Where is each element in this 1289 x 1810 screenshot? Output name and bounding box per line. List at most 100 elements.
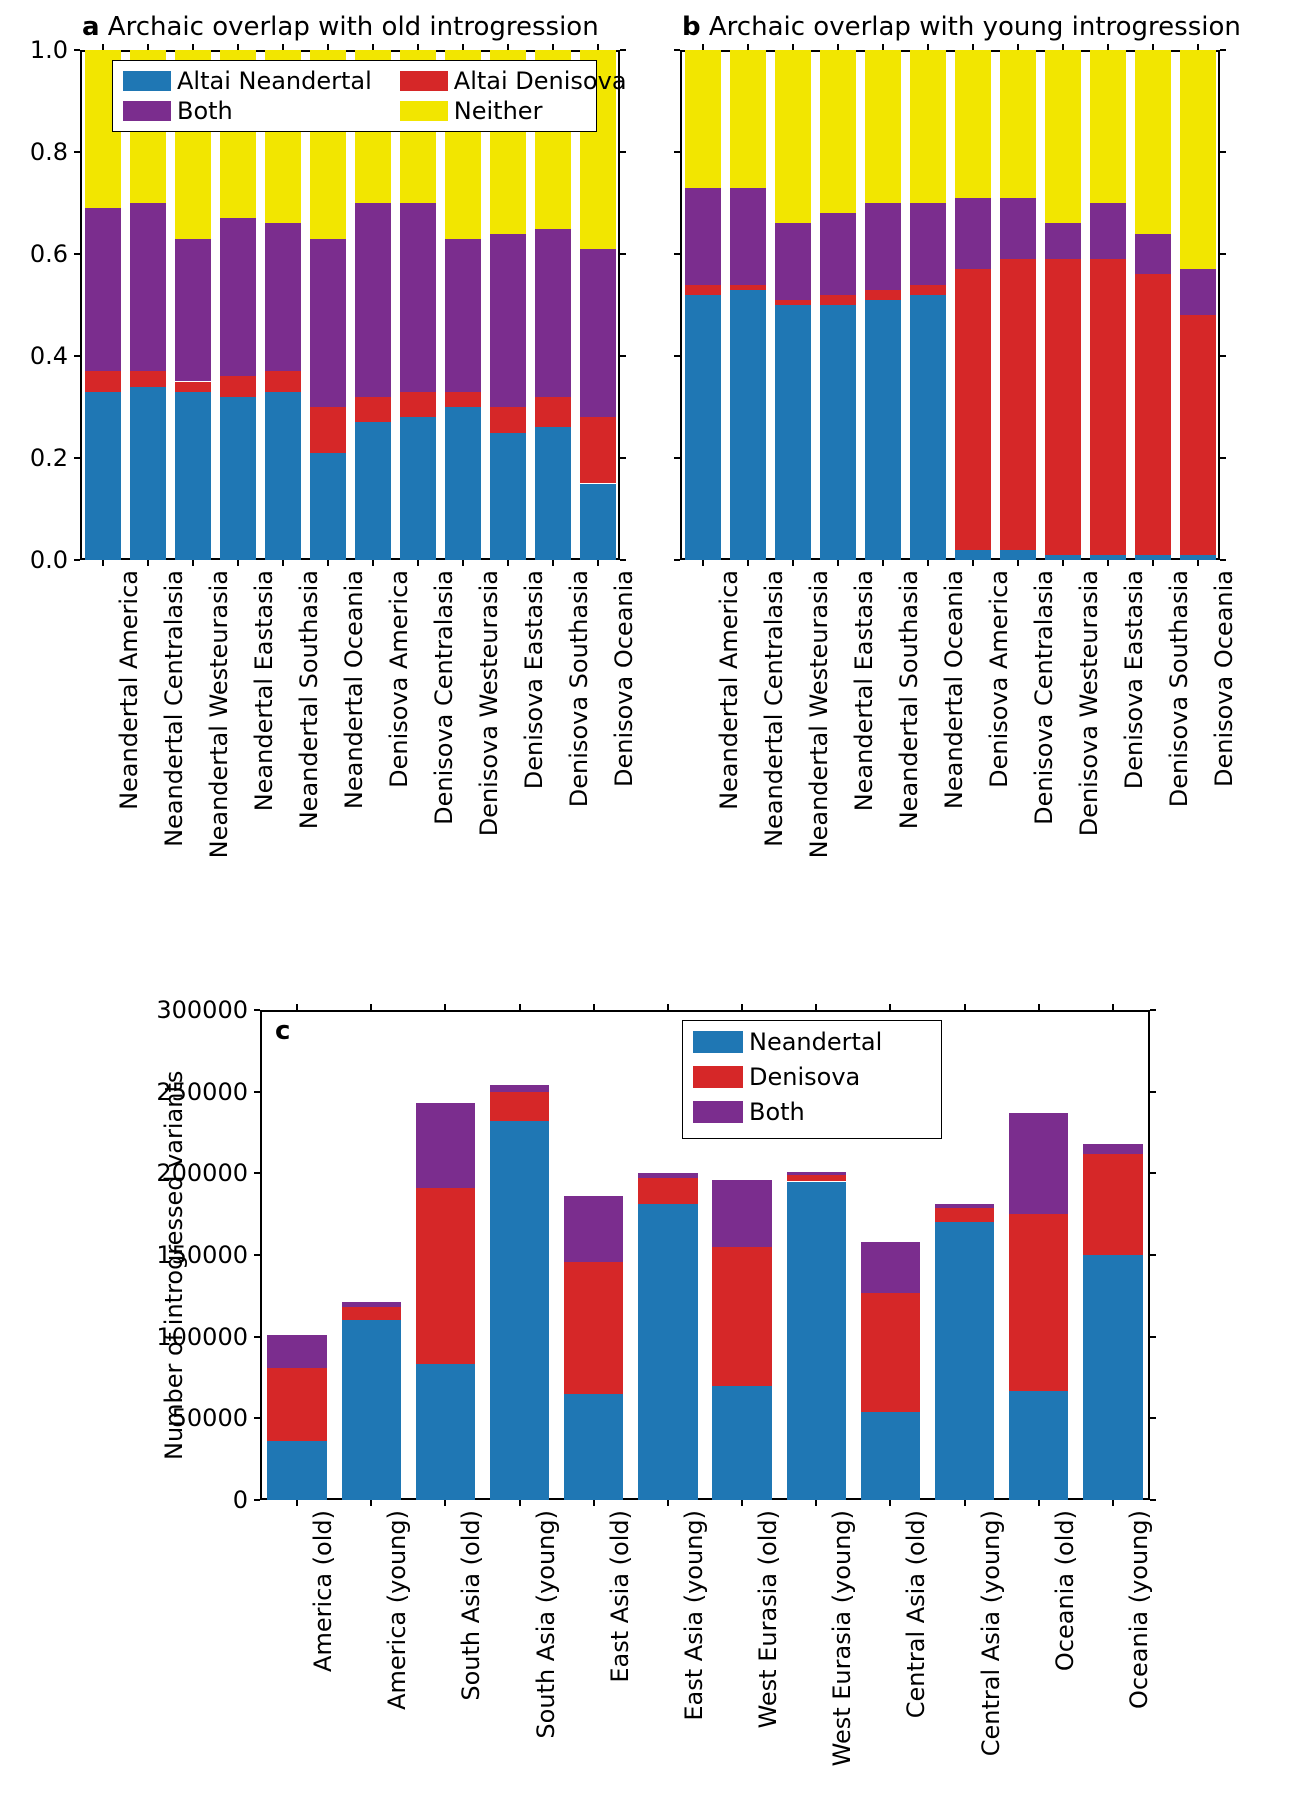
x-tick-label: Neandertal Oceania: [940, 570, 968, 870]
x-tick-label: Neandertal America: [115, 570, 143, 870]
bar-segment: [685, 188, 721, 285]
y-tick-label: 0.2: [0, 444, 68, 472]
x-tick: [1107, 44, 1109, 50]
bar-segment: [355, 203, 391, 397]
bar-segment: [1083, 1154, 1142, 1255]
x-tick: [237, 560, 239, 566]
y-tick: [74, 355, 80, 357]
y-tick: [1150, 1254, 1156, 1256]
x-tick: [593, 1500, 595, 1506]
bar-segment: [175, 239, 211, 382]
bar-segment: [267, 1335, 326, 1368]
y-axis-title: Number of introgressed variants: [160, 1070, 188, 1459]
bar-segment: [865, 300, 901, 560]
bar-segment: [220, 397, 256, 560]
x-tick-label: Denisova Centralasia: [1030, 570, 1058, 870]
bar-segment: [535, 397, 571, 428]
y-tick: [1220, 559, 1226, 561]
x-tick: [1062, 560, 1064, 566]
x-tick: [593, 1004, 595, 1010]
x-tick-label: Neandertal Westeurasia: [805, 570, 833, 870]
x-tick-label: Neandertal America: [715, 570, 743, 870]
y-tick-label: 200000: [140, 1159, 248, 1187]
bar-segment: [490, 1121, 549, 1500]
bar-segment: [580, 484, 616, 561]
legend-item: Altai Neandertal: [123, 67, 372, 95]
x-tick: [444, 1500, 446, 1506]
bar-segment: [955, 50, 991, 198]
bar-segment: [861, 1242, 920, 1293]
bar-segment: [267, 1441, 326, 1500]
legend: Altai NeandertalAltai DenisovaBothNeithe…: [112, 60, 597, 132]
bar-segment: [175, 392, 211, 560]
y-tick: [620, 355, 626, 357]
bar-segment: [1083, 1144, 1142, 1154]
y-tick: [254, 1091, 260, 1093]
y-tick: [254, 1417, 260, 1419]
x-tick: [372, 44, 374, 50]
x-tick: [702, 44, 704, 50]
bar-segment: [1045, 259, 1081, 555]
y-tick: [1150, 1499, 1156, 1501]
bar-segment: [175, 382, 211, 392]
legend-swatch: [123, 71, 171, 91]
panel-title-text: Archaic overlap with old introgression: [100, 12, 599, 42]
bar-segment: [220, 218, 256, 376]
x-tick-label: Denisova Oceania: [1210, 570, 1238, 870]
bar-segment: [564, 1262, 623, 1394]
x-tick-label: East Asia (young): [680, 1510, 708, 1810]
x-tick: [417, 44, 419, 50]
legend-label: Altai Denisova: [454, 67, 627, 95]
x-tick-label: West Eurasia (old): [754, 1510, 782, 1810]
y-tick-label: 0: [140, 1486, 248, 1514]
x-tick-label: Neandertal Westeurasia: [205, 570, 233, 870]
x-tick: [1112, 1004, 1114, 1010]
y-tick: [1150, 1336, 1156, 1338]
x-tick: [1062, 44, 1064, 50]
legend-item: Denisova: [693, 1062, 913, 1091]
bar-segment: [445, 239, 481, 392]
x-tick: [1152, 44, 1154, 50]
x-tick-label: Central Asia (young): [977, 1510, 1005, 1810]
x-tick: [444, 1004, 446, 1010]
y-tick: [1150, 1172, 1156, 1174]
x-tick: [1152, 560, 1154, 566]
bar-segment: [638, 1173, 697, 1178]
y-tick: [74, 457, 80, 459]
x-tick-label: Denisova Southasia: [1165, 570, 1193, 870]
bar-segment: [935, 1222, 994, 1500]
bar-segment: [580, 249, 616, 417]
bar-segment: [775, 50, 811, 223]
y-tick: [620, 559, 626, 561]
bar-segment: [955, 269, 991, 550]
x-tick: [837, 44, 839, 50]
x-tick-label: Denisova Eastasia: [1120, 570, 1148, 870]
y-tick-label: 1.0: [0, 36, 68, 64]
x-tick: [972, 560, 974, 566]
y-tick: [1150, 1009, 1156, 1011]
bar-segment: [85, 371, 121, 391]
x-tick-label: West Eurasia (young): [828, 1510, 856, 1810]
bar-segment: [1090, 259, 1126, 555]
y-tick: [674, 253, 680, 255]
bar-segment: [638, 1178, 697, 1204]
x-tick-label: Neandertal Southasia: [295, 570, 323, 870]
bar-segment: [820, 213, 856, 295]
x-tick: [667, 1004, 669, 1010]
bar-segment: [564, 1196, 623, 1261]
panel-letter: b: [682, 12, 701, 42]
x-tick: [192, 560, 194, 566]
y-tick-label: 300000: [140, 996, 248, 1024]
bar-segment: [865, 203, 901, 290]
x-tick: [370, 1500, 372, 1506]
x-tick-label: East Asia (old): [606, 1510, 634, 1810]
bar-segment: [787, 1175, 846, 1182]
y-tick: [254, 1499, 260, 1501]
bar-segment: [580, 417, 616, 483]
x-tick-label: Central Asia (old): [902, 1510, 930, 1810]
bar-segment: [490, 1092, 549, 1121]
bar-segment: [787, 1172, 846, 1175]
bar-segment: [730, 188, 766, 285]
y-tick: [254, 1336, 260, 1338]
bar-segment: [910, 295, 946, 560]
